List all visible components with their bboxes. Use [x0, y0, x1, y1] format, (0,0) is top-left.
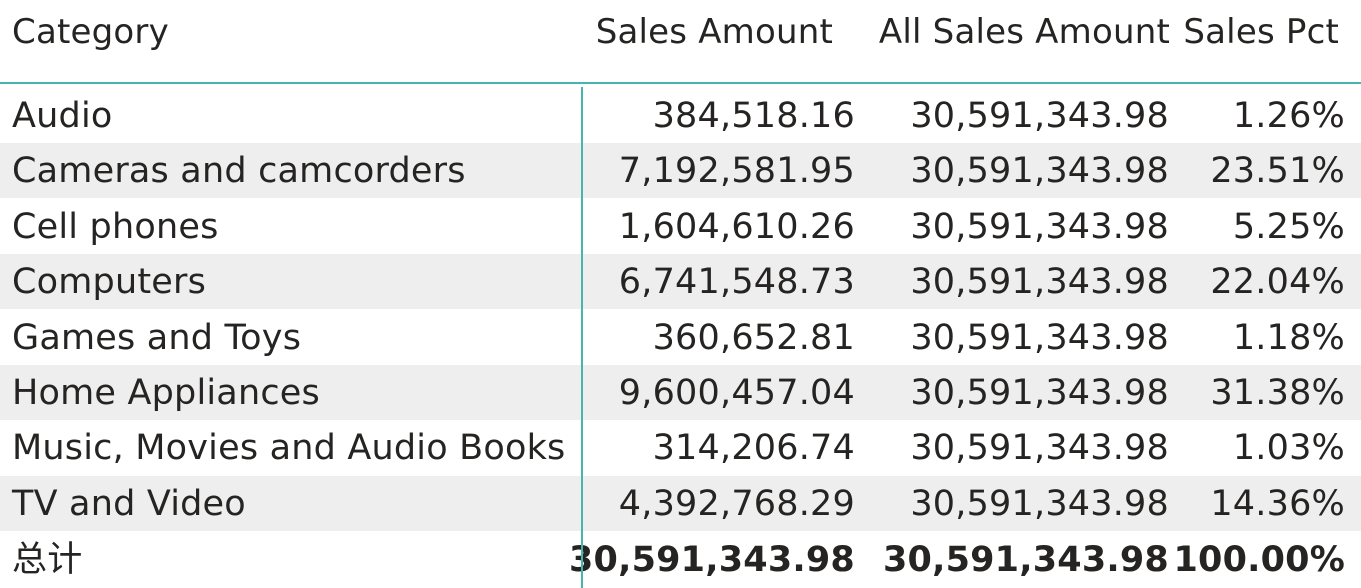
table-row[interactable]: Audio 384,518.16 30,591,343.98 1.26%	[0, 88, 1361, 143]
all-sales-amount-cell: 30,591,343.98	[910, 428, 1169, 469]
all-sales-amount-cell: 30,591,343.98	[910, 483, 1169, 524]
sales-amount-cell: 4,392,768.29	[618, 483, 855, 524]
sales-pct-cell: 1.26%	[1232, 96, 1345, 136]
sales-pct-cell: 23.51%	[1210, 151, 1345, 192]
all-sales-amount-cell: 30,591,343.98	[910, 206, 1169, 247]
row-header-divider	[581, 87, 583, 588]
category-cell: Home Appliances	[12, 372, 320, 413]
all-sales-amount-cell: 30,591,343.98	[910, 262, 1169, 303]
table-row[interactable]: Cell phones 1,604,610.26 30,591,343.98 5…	[0, 199, 1361, 254]
table-body: Audio 384,518.16 30,591,343.98 1.26% Cam…	[0, 88, 1361, 531]
total-label: 总计	[12, 540, 83, 580]
column-header-all-sales-amount[interactable]: All Sales Amount	[878, 12, 1170, 52]
sales-pct-cell: 14.36%	[1210, 483, 1345, 524]
category-cell: Audio	[12, 96, 113, 136]
all-sales-amount-cell: 30,591,343.98	[910, 372, 1169, 413]
category-cell: Cell phones	[12, 206, 219, 247]
sales-pct-cell: 1.03%	[1232, 428, 1345, 469]
sales-pct-cell: 31.38%	[1210, 372, 1345, 413]
sales-amount-cell: 9,600,457.04	[618, 372, 855, 413]
category-cell: TV and Video	[12, 483, 246, 524]
table-row[interactable]: Cameras and camcorders 7,192,581.95 30,5…	[0, 143, 1361, 199]
all-sales-amount-cell: 30,591,343.98	[910, 151, 1169, 192]
table-row[interactable]: TV and Video 4,392,768.29 30,591,343.98 …	[0, 475, 1361, 531]
column-header-sales-pct[interactable]: Sales Pct	[1183, 12, 1339, 52]
total-row[interactable]: 总计 30,591,343.98 30,591,343.98 100.00%	[0, 532, 1361, 588]
category-cell: Computers	[12, 262, 207, 303]
sales-amount-cell: 360,652.81	[652, 317, 855, 358]
category-cell: Cameras and camcorders	[12, 151, 466, 192]
category-cell: Music, Movies and Audio Books	[12, 428, 566, 469]
category-cell: Games and Toys	[12, 317, 302, 358]
sales-amount-cell: 7,192,581.95	[618, 151, 855, 192]
sales-amount-cell: 314,206.74	[652, 428, 855, 469]
column-header-sales-amount[interactable]: Sales Amount	[595, 12, 833, 52]
total-sales-pct: 100.00%	[1173, 540, 1345, 580]
sales-amount-cell: 1,604,610.26	[618, 206, 855, 247]
table-row[interactable]: Computers 6,741,548.73 30,591,343.98 22.…	[0, 254, 1361, 310]
sales-amount-cell: 384,518.16	[652, 96, 855, 136]
table-row[interactable]: Games and Toys 360,652.81 30,591,343.98 …	[0, 310, 1361, 365]
sales-pct-cell: 22.04%	[1210, 262, 1345, 303]
total-sales-amount: 30,591,343.98	[568, 540, 855, 580]
sales-amount-cell: 6,741,548.73	[618, 262, 855, 303]
table-row[interactable]: Home Appliances 9,600,457.04 30,591,343.…	[0, 364, 1361, 420]
all-sales-amount-cell: 30,591,343.98	[910, 96, 1169, 136]
table-row[interactable]: Music, Movies and Audio Books 314,206.74…	[0, 420, 1361, 475]
total-all-sales-amount: 30,591,343.98	[882, 540, 1169, 580]
column-header-category[interactable]: Category	[12, 12, 169, 52]
column-header-row: Category Sales Amount All Sales Amount S…	[0, 0, 1361, 84]
sales-pct-cell: 1.18%	[1232, 317, 1345, 358]
all-sales-amount-cell: 30,591,343.98	[910, 317, 1169, 358]
sales-pct-cell: 5.25%	[1232, 206, 1345, 247]
